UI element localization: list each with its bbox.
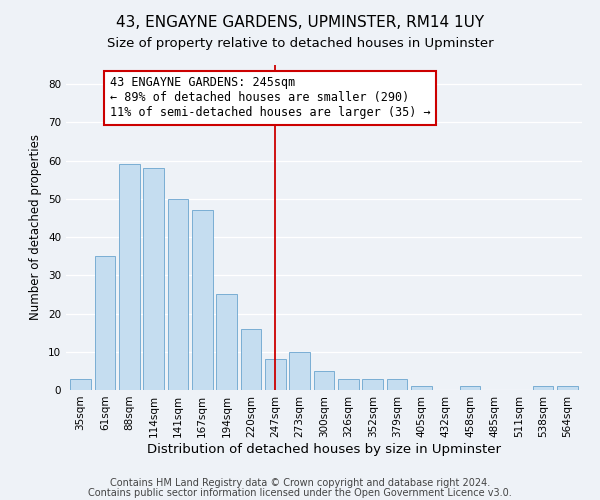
Text: Size of property relative to detached houses in Upminster: Size of property relative to detached ho…	[107, 38, 493, 51]
Bar	[338, 378, 359, 390]
Bar	[241, 329, 262, 390]
Bar	[167, 199, 188, 390]
Bar	[70, 378, 91, 390]
Text: 43, ENGAYNE GARDENS, UPMINSTER, RM14 1UY: 43, ENGAYNE GARDENS, UPMINSTER, RM14 1UY	[116, 15, 484, 30]
Bar	[557, 386, 578, 390]
Bar	[314, 371, 334, 390]
Text: Contains HM Land Registry data © Crown copyright and database right 2024.: Contains HM Land Registry data © Crown c…	[110, 478, 490, 488]
Bar	[411, 386, 432, 390]
X-axis label: Distribution of detached houses by size in Upminster: Distribution of detached houses by size …	[147, 442, 501, 456]
Bar	[143, 168, 164, 390]
Bar	[216, 294, 237, 390]
Text: Contains public sector information licensed under the Open Government Licence v3: Contains public sector information licen…	[88, 488, 512, 498]
Bar	[119, 164, 140, 390]
Bar	[533, 386, 553, 390]
Text: 43 ENGAYNE GARDENS: 245sqm
← 89% of detached houses are smaller (290)
11% of sem: 43 ENGAYNE GARDENS: 245sqm ← 89% of deta…	[110, 76, 430, 120]
Bar	[265, 360, 286, 390]
Bar	[362, 378, 383, 390]
Y-axis label: Number of detached properties: Number of detached properties	[29, 134, 43, 320]
Bar	[460, 386, 481, 390]
Bar	[95, 256, 115, 390]
Bar	[192, 210, 212, 390]
Bar	[386, 378, 407, 390]
Bar	[289, 352, 310, 390]
